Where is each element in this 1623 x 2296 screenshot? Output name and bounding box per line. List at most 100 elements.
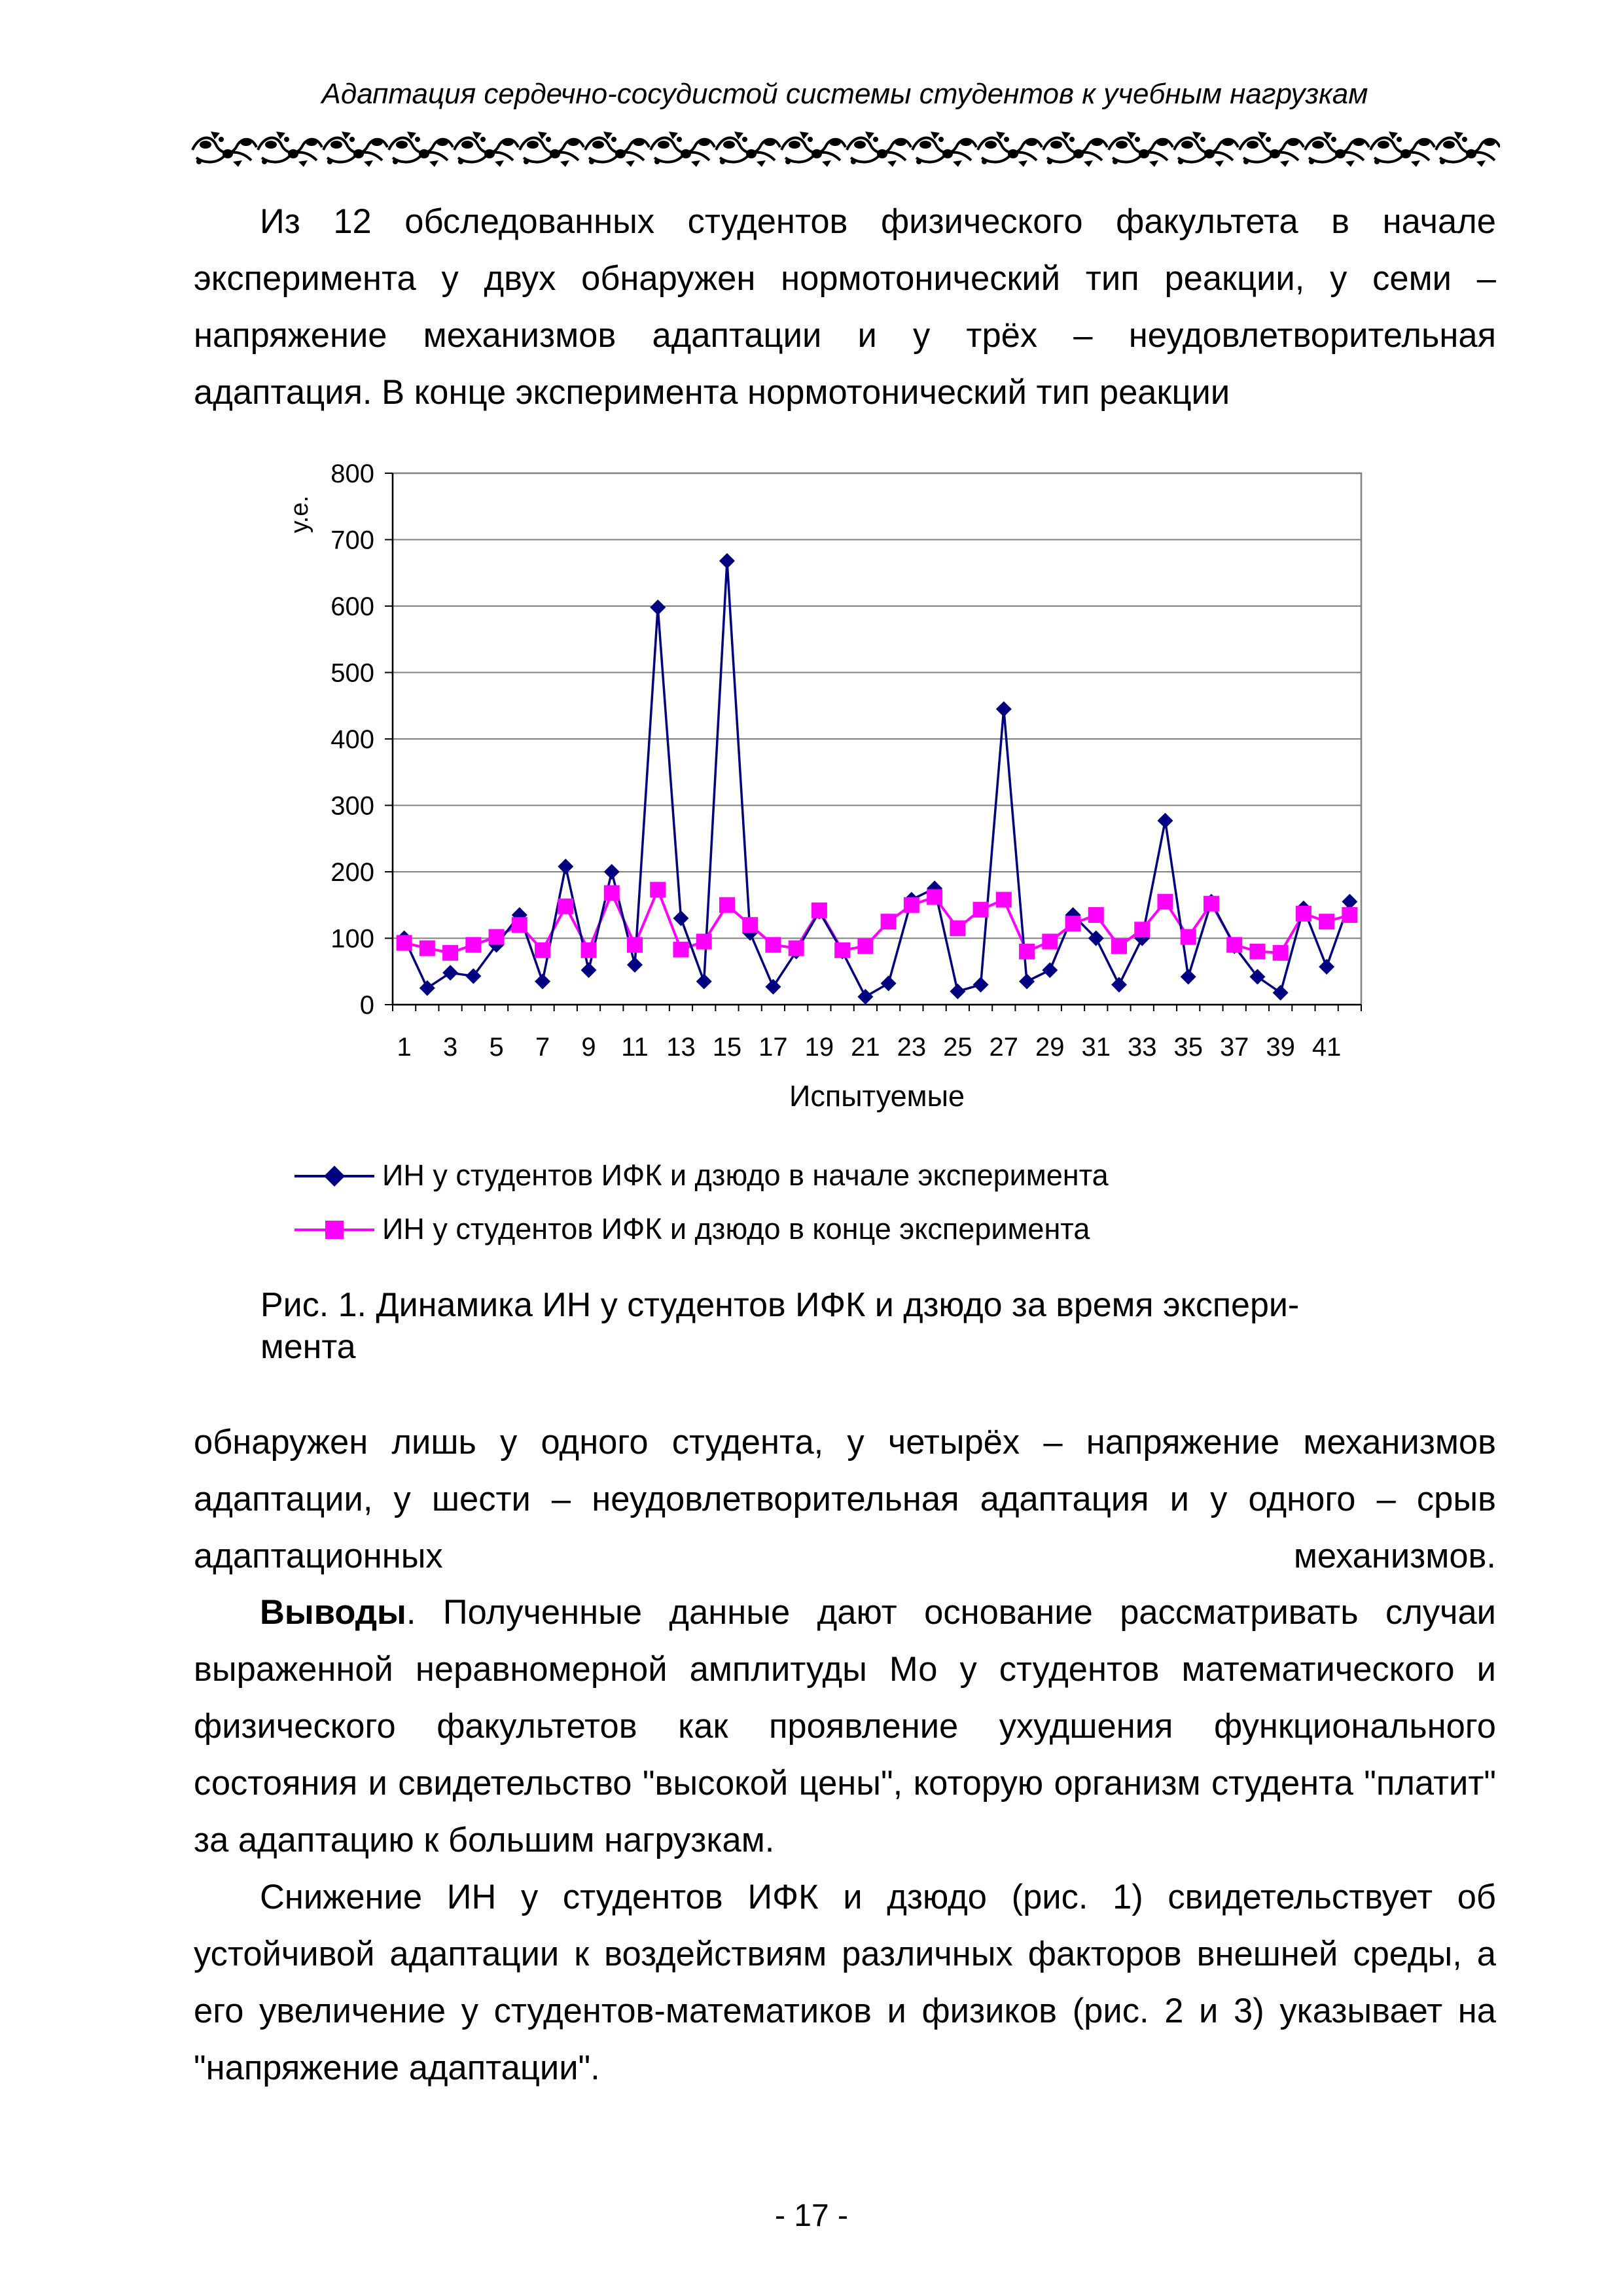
ornament-motif: [257, 130, 323, 168]
ornament-motif: [1042, 130, 1109, 168]
data-point-end: [742, 917, 758, 933]
data-point-start: [950, 983, 966, 999]
data-point-end: [1088, 906, 1104, 923]
x-tick-label: 7: [535, 1033, 550, 1062]
data-point-start: [1272, 984, 1289, 1001]
data-point-start: [603, 864, 620, 880]
y-tick-label: 100: [330, 925, 374, 954]
data-point-end: [995, 891, 1012, 908]
y-tick-labels: 0 100 200 300 400 500 600 700 800: [330, 459, 393, 1020]
data-point-start: [972, 977, 989, 993]
data-point-end: [765, 937, 781, 953]
data-point-start: [580, 962, 597, 978]
x-tick-label: 37: [1220, 1033, 1249, 1062]
data-point-start: [857, 988, 874, 1005]
paragraph-4-text: Снижение ИН у студентов ИФК и дзюдо (рис…: [194, 1878, 1496, 2087]
data-point-start: [465, 968, 482, 984]
data-point-end: [696, 933, 712, 950]
data-point-start: [719, 552, 735, 569]
y-tick-label: 500: [330, 659, 374, 688]
data-point-end: [1042, 933, 1058, 950]
ornament-motif: [518, 130, 585, 168]
data-point-start: [673, 910, 689, 927]
x-tick-label: 19: [805, 1033, 834, 1062]
data-point-end: [1342, 906, 1358, 923]
x-tick-label: 5: [489, 1033, 503, 1062]
square-marker-icon: [294, 1221, 374, 1239]
x-tick-labels: 1 3 5 7 9 11 13 15 17 19 21 23 25 27 29 31 33 35 37 39 41: [392, 1005, 1362, 1062]
paragraph-1: Из 12 обследованных студентов физическог…: [194, 193, 1496, 421]
paragraph-1-text: Из 12 обследованных студентов физическог…: [194, 202, 1496, 412]
data-point-end: [627, 937, 643, 953]
data-point-end: [880, 914, 897, 930]
ornament-motif: [1369, 130, 1436, 168]
data-point-start: [558, 858, 574, 874]
ornament-motif: [976, 130, 1043, 168]
x-tick-label: 21: [851, 1033, 880, 1062]
data-point-end: [580, 942, 597, 958]
data-point-start: [696, 973, 712, 990]
data-point-end: [719, 897, 735, 913]
ornament-motif: [1238, 130, 1305, 168]
data-point-end: [465, 937, 482, 953]
data-point-start: [650, 600, 666, 616]
y-tick-label: 0: [360, 991, 374, 1020]
x-tick-label: 23: [897, 1033, 927, 1062]
data-point-end: [1157, 893, 1173, 910]
page-number: - 17 -: [774, 2198, 849, 2233]
data-point-end: [1203, 895, 1219, 912]
x-axis-label: Испытуемые: [789, 1079, 965, 1113]
data-point-end: [673, 941, 689, 958]
data-point-end: [1226, 937, 1243, 953]
x-tick-label: 31: [1082, 1033, 1111, 1062]
data-point-start: [1111, 977, 1127, 993]
data-point-start: [535, 973, 551, 990]
data-point-end: [442, 944, 459, 961]
paragraph-4: Снижение ИН у студентов ИФК и дзюдо (рис…: [194, 1869, 1496, 2096]
decorative-ornament-divider: [191, 130, 1500, 168]
paragraph-3: Выводы. Полученные данные дают основание…: [194, 1584, 1496, 1869]
data-point-end: [1180, 929, 1196, 945]
paragraph-3-text: . Полученные данные дают основание рассм…: [194, 1593, 1496, 1859]
data-point-end: [811, 902, 827, 918]
data-point-start: [1019, 973, 1035, 990]
data-point-end: [535, 942, 551, 958]
ornament-motif: [911, 130, 978, 168]
x-tick-label: 1: [397, 1033, 411, 1062]
x-tick-label: 41: [1312, 1033, 1342, 1062]
data-point-end: [972, 901, 989, 918]
data-point-end: [488, 929, 505, 945]
y-tick-label: 400: [330, 725, 374, 754]
y-tick-label: 700: [330, 526, 374, 555]
x-tick-label: 33: [1128, 1033, 1157, 1062]
ornament-motif: [387, 130, 454, 168]
ornament-motif: [780, 130, 847, 168]
x-tick-label: 3: [443, 1033, 457, 1062]
y-tick-label: 600: [330, 592, 374, 621]
y-tick-label: 300: [330, 792, 374, 821]
diamond-marker-icon: [294, 1166, 374, 1187]
running-header: Адаптация сердечно-сосудистой системы ст…: [321, 78, 1368, 110]
data-point-end: [857, 938, 874, 954]
ornament-motif: [584, 130, 651, 168]
x-tick-label: 25: [943, 1033, 972, 1062]
x-tick-label: 27: [990, 1033, 1019, 1062]
data-point-end: [1065, 916, 1081, 932]
x-tick-label: 9: [581, 1033, 596, 1062]
ornament-motif: [1173, 130, 1240, 168]
data-point-end: [1249, 943, 1266, 960]
data-point-end: [1019, 943, 1035, 960]
data-point-start: [1342, 893, 1358, 910]
y-tick-label: 200: [330, 858, 374, 887]
data-point-start: [419, 980, 435, 996]
conclusions-heading: Выводы: [260, 1593, 406, 1632]
data-point-end: [603, 885, 620, 901]
y-axis-label: у.е.: [286, 495, 313, 533]
ornament-motif: [1304, 130, 1370, 168]
ornament-motif: [649, 130, 716, 168]
x-tick-label: 13: [666, 1033, 696, 1062]
data-point-end: [1111, 938, 1127, 954]
data-point-end: [834, 942, 851, 958]
data-point-end: [788, 940, 804, 956]
